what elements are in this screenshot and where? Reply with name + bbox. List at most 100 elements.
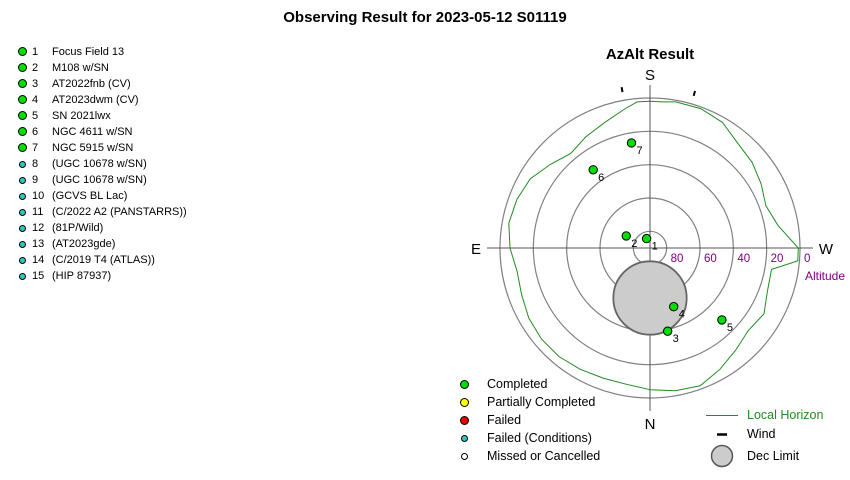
target-list-item: 2 M108 w/SN <box>17 60 267 76</box>
target-name: AT2023dwm (CV) <box>52 94 139 106</box>
altitude-ticks: 80 60 40 20 0 <box>671 253 811 265</box>
target-point-2 <box>621 231 631 241</box>
dec-limit-disc <box>612 260 688 336</box>
legend-local-horizon-label: Local Horizon <box>747 408 824 422</box>
target-point-label: 4 <box>679 309 685 321</box>
target-number: 11 <box>32 206 44 218</box>
altitude-tick-label: 40 <box>737 253 750 265</box>
status-dot-icon <box>18 63 27 72</box>
altitude-tick-label: 80 <box>671 253 684 265</box>
altitude-tick-label: 0 <box>804 253 810 265</box>
completed-marker-icon <box>460 380 469 389</box>
target-number: 8 <box>32 158 39 170</box>
target-point-label: 6 <box>598 172 604 184</box>
target-name: (C/2019 T4 (ATLAS)) <box>52 254 155 266</box>
target-list-item: 11 (C/2022 A2 (PANSTARRS)) <box>17 204 267 220</box>
target-name: (C/2022 A2 (PANSTARRS)) <box>52 206 187 218</box>
status-dot-icon <box>19 273 26 280</box>
status-dot-icon <box>19 161 26 168</box>
target-name: (HIP 87937) <box>52 270 112 282</box>
failed-marker-icon <box>460 416 469 425</box>
local-horizon-group <box>508 100 799 392</box>
target-number: 12 <box>32 222 45 234</box>
azalt-title: AzAlt Result <box>606 46 694 63</box>
target-number: 5 <box>32 110 39 122</box>
wind-dash-icon <box>717 433 727 436</box>
target-list: 1 Focus Field 13 2 M108 w/SN 3 AT2022fnb (CV)… <box>17 44 267 284</box>
local-horizon-line <box>508 100 799 392</box>
target-list-item: 13 (AT2023gde) <box>17 236 267 252</box>
target-number: 13 <box>32 238 45 250</box>
target-name: (UGC 10678 w/SN) <box>52 174 147 186</box>
failed-conditions-marker-icon <box>461 435 468 442</box>
target-name: M108 w/SN <box>52 62 109 74</box>
target-points: 1 2 34 5 6 7 <box>588 138 733 345</box>
horizon-line-icon <box>706 415 738 416</box>
target-name: (81P/Wild) <box>52 222 104 234</box>
target-point-3 <box>662 326 673 336</box>
legend-completed-label: Completed <box>487 377 548 391</box>
target-number: 3 <box>32 78 39 90</box>
target-name: (AT2023gde) <box>52 238 116 250</box>
target-list-item: 6 NGC 4611 w/SN <box>17 124 267 140</box>
target-list-item: 15 (HIP 87937) <box>17 268 267 284</box>
status-dot-icon <box>19 177 26 184</box>
target-point-label: 2 <box>631 238 637 250</box>
target-list-item: 4 AT2023dwm (CV) <box>17 92 267 108</box>
target-list-item: 5 SN 2021lwx <box>17 108 267 124</box>
status-dot-icon <box>18 143 27 152</box>
missed-marker-icon <box>461 453 468 460</box>
target-list-item: 10 (GCVS BL Lac) <box>17 188 267 204</box>
status-dot-icon <box>19 257 26 264</box>
legend-dec-limit-label: Dec Limit <box>747 449 800 463</box>
altitude-tick-label: 20 <box>771 253 784 265</box>
target-name: (UGC 10678 w/SN) <box>52 158 147 170</box>
partial-marker-icon <box>460 398 469 407</box>
target-number: 6 <box>32 126 39 138</box>
status-dot-icon <box>19 241 26 248</box>
target-list-item: 7 NGC 5915 w/SN <box>17 140 267 156</box>
altitude-axis-label: Altitude <box>805 269 845 283</box>
target-name: Focus Field 13 <box>52 46 125 58</box>
wind-group <box>620 86 696 97</box>
direction-s: S <box>645 67 655 84</box>
dec-limit-disc-icon <box>710 444 734 468</box>
legend-missed-label: Missed or Cancelled <box>487 449 601 463</box>
wind-marker-2 <box>692 90 696 97</box>
direction-w: W <box>819 241 834 258</box>
target-point-label: 1 <box>652 241 658 253</box>
target-point-1 <box>641 233 652 244</box>
status-dot-icon <box>19 193 26 200</box>
legend-failed-label: Failed <box>487 413 522 427</box>
legend-failed-conditions-label: Failed (Conditions) <box>487 431 592 445</box>
target-point-label: 7 <box>636 145 642 157</box>
status-dot-icon <box>18 111 27 120</box>
target-list-item: 9 (UGC 10678 w/SN) <box>17 172 267 188</box>
target-number: 9 <box>32 174 39 186</box>
target-point-label: 5 <box>727 322 733 334</box>
status-dot-icon <box>18 79 27 88</box>
target-number: 14 <box>32 254 45 266</box>
target-name: (GCVS BL Lac) <box>52 190 128 202</box>
target-list-item: 3 AT2022fnb (CV) <box>17 76 267 92</box>
target-number: 7 <box>32 142 39 154</box>
target-list-item: 1 Focus Field 13 <box>17 44 267 60</box>
target-point-6 <box>588 165 598 175</box>
direction-e: E <box>471 241 481 258</box>
status-dot-icon <box>18 95 27 104</box>
legend-wind-label: Wind <box>747 427 776 441</box>
altitude-tick-label: 60 <box>704 253 717 265</box>
legend-partial-label: Partially Completed <box>487 395 596 409</box>
direction-n: N <box>645 416 656 433</box>
target-number: 4 <box>32 94 39 106</box>
status-dot-icon <box>18 127 27 136</box>
target-name: NGC 5915 w/SN <box>52 142 134 154</box>
target-name: SN 2021lwx <box>52 110 111 122</box>
target-name: AT2022fnb (CV) <box>52 78 131 90</box>
target-point-5 <box>717 315 727 325</box>
target-name: NGC 4611 w/SN <box>52 126 133 138</box>
target-point-4 <box>669 302 679 312</box>
page-title: Observing Result for 2023-05-12 S01119 <box>283 9 567 26</box>
target-point-7 <box>626 138 637 148</box>
